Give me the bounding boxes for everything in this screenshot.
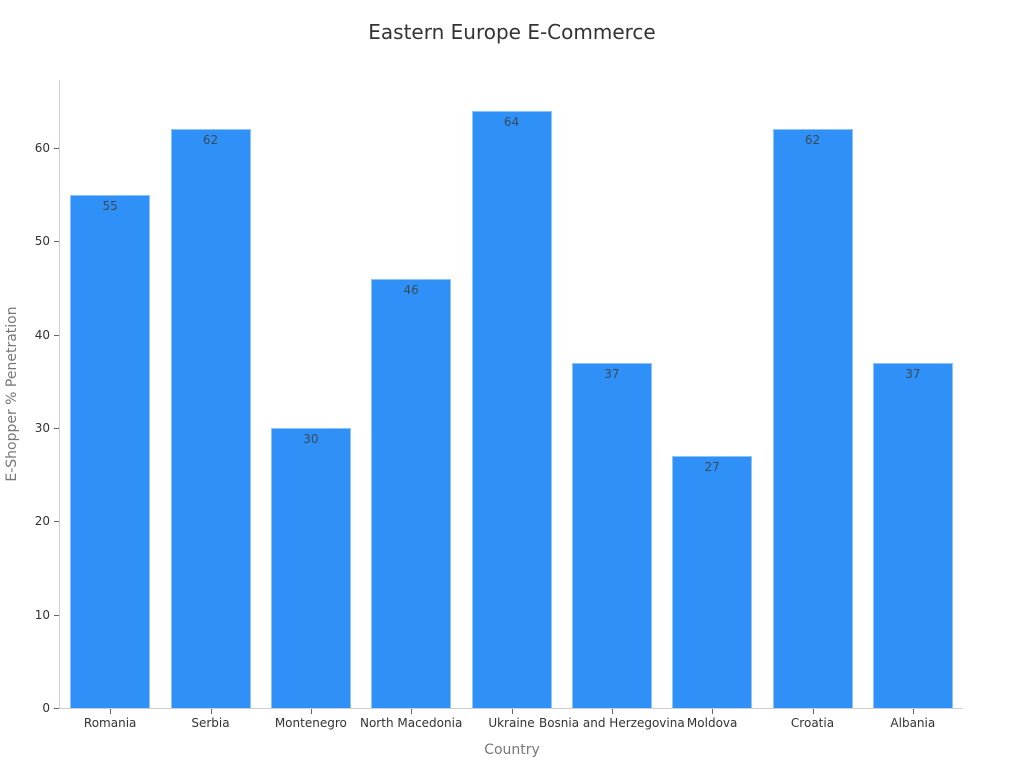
bar-value-label: 46 bbox=[403, 282, 419, 297]
y-tick-label: 0 bbox=[42, 701, 50, 715]
x-tick-label: Moldova bbox=[686, 716, 738, 730]
bar-value-label: 55 bbox=[102, 198, 118, 213]
bar-moldova[interactable]: 27 bbox=[672, 456, 753, 708]
y-tick bbox=[54, 334, 59, 336]
bar-bosnia-and-herzegovina[interactable]: 37 bbox=[571, 362, 652, 708]
x-tick-label: North Macedonia bbox=[359, 716, 463, 730]
x-axis-line bbox=[59, 708, 963, 709]
bar-value-label: 30 bbox=[303, 432, 319, 446]
bar-value-label: 62 bbox=[804, 133, 821, 148]
x-tick-label: Croatia bbox=[790, 716, 835, 730]
y-axis-line bbox=[59, 80, 60, 709]
x-tick-label: Romania bbox=[83, 716, 137, 730]
x-tick-label: Bosnia and Herzegovina bbox=[538, 716, 685, 730]
x-tick bbox=[611, 709, 613, 714]
y-tick bbox=[54, 521, 59, 523]
y-tick bbox=[54, 428, 59, 429]
y-tick-label: 60 bbox=[34, 141, 50, 155]
x-tick bbox=[110, 709, 112, 714]
bar-value-label: 64 bbox=[503, 114, 520, 129]
y-tick bbox=[54, 241, 59, 243]
x-tick-label: Serbia bbox=[191, 716, 230, 730]
x-tick-label: Ukraine bbox=[488, 716, 535, 730]
y-tick-label: 50 bbox=[34, 234, 50, 249]
x-tick bbox=[411, 709, 413, 714]
x-tick bbox=[712, 709, 714, 714]
x-tick-label: Montenegro bbox=[274, 716, 347, 730]
x-tick-label: Albania bbox=[890, 716, 936, 730]
bar-value-label: 37 bbox=[604, 366, 620, 381]
x-tick bbox=[310, 709, 312, 714]
bar-ukraine[interactable]: 64 bbox=[471, 110, 552, 708]
bar-serbia[interactable]: 62 bbox=[170, 129, 251, 708]
y-axis-title: E-Shopper % Penetration bbox=[4, 306, 20, 482]
y-tick-label: 10 bbox=[34, 607, 50, 622]
bar-value-label: 37 bbox=[905, 366, 921, 381]
x-tick bbox=[812, 709, 814, 714]
bar-montenegro[interactable]: 30 bbox=[270, 428, 351, 708]
bar-value-label: 62 bbox=[202, 133, 219, 148]
y-tick-label: 30 bbox=[34, 421, 50, 435]
y-tick-label: 40 bbox=[34, 327, 50, 342]
bar-romania[interactable]: 55 bbox=[70, 194, 151, 708]
y-tick bbox=[54, 148, 59, 149]
y-tick bbox=[54, 708, 59, 709]
bar-albania[interactable]: 37 bbox=[872, 362, 953, 708]
y-tick-label: 20 bbox=[34, 514, 50, 529]
bar-croatia[interactable]: 62 bbox=[772, 129, 853, 708]
chart-title: Eastern Europe E-Commerce bbox=[368, 20, 656, 44]
bar-north-macedonia[interactable]: 46 bbox=[371, 278, 452, 708]
bar-value-label: 27 bbox=[704, 460, 720, 474]
x-axis-title: Country bbox=[484, 742, 540, 758]
x-tick bbox=[912, 709, 914, 714]
x-tick bbox=[210, 709, 212, 714]
y-tick bbox=[54, 614, 59, 616]
x-tick bbox=[511, 709, 513, 714]
